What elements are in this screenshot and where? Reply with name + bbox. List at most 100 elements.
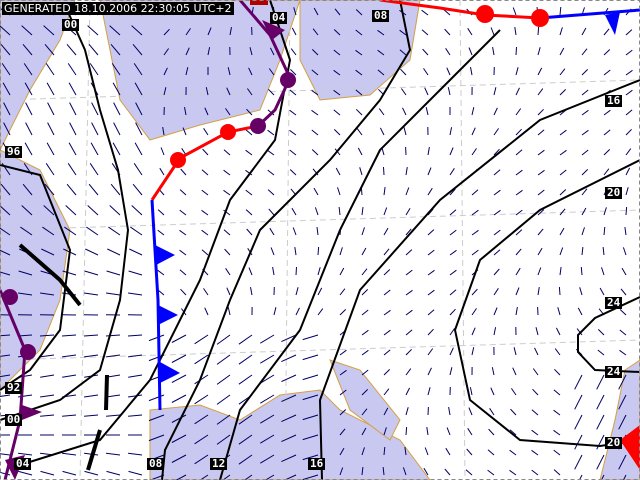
wind-arrow (216, 394, 231, 405)
wind-arrow (444, 468, 451, 476)
wind-arrow (0, 25, 11, 36)
wind-arrow (129, 248, 143, 256)
wind-arrow (201, 189, 209, 196)
wind-arrow (40, 470, 55, 476)
wind-arrow (64, 226, 77, 236)
wind-arrow (135, 122, 143, 136)
wind-arrow (471, 229, 479, 236)
wind-arrow (171, 334, 187, 343)
wind-arrow (216, 354, 231, 365)
wind-arrow (490, 387, 495, 396)
wind-arrow (622, 474, 627, 480)
cold-front (150, 199, 162, 411)
wind-arrow (553, 409, 561, 416)
wind-arrow (289, 89, 297, 96)
wind-arrow (41, 248, 55, 256)
wind-arrow (427, 269, 435, 276)
wind-arrow (421, 29, 429, 36)
wind-arrow (163, 48, 170, 56)
wind-arrow (537, 47, 541, 56)
wind-arrow (443, 9, 451, 16)
isobar-label: 04 (270, 11, 288, 24)
wind-arrow (618, 374, 627, 390)
wind-arrow (44, 43, 55, 56)
wind-arrow (18, 452, 33, 456)
wind-arrow (289, 169, 297, 176)
wind-arrow (246, 88, 253, 96)
wind-arrow (339, 369, 347, 376)
wind-arrow (355, 89, 363, 96)
wind-arrow (488, 428, 495, 436)
wind-arrow (446, 427, 451, 436)
wind-arrow (467, 428, 473, 436)
wind-arrow (88, 43, 99, 56)
wind-arrow (260, 354, 275, 364)
wind-arrow (403, 127, 407, 136)
wind-arrow (383, 309, 391, 316)
wind-arrow (510, 388, 517, 396)
wind-arrow (260, 454, 275, 464)
wind-arrow (175, 474, 187, 480)
wind-arrow (531, 449, 539, 456)
wind-arrow (581, 247, 584, 256)
wind-arrow (148, 434, 165, 442)
isobar (0, 164, 72, 391)
wind-arrow (201, 209, 209, 216)
wind-arrow (513, 347, 517, 356)
wind-arrow (625, 206, 628, 216)
wind-arrow (339, 309, 347, 316)
wind-arrow (131, 205, 143, 216)
wind-arrow (537, 209, 545, 216)
wind-arrow (302, 414, 319, 421)
wind-arrow (40, 354, 55, 358)
wind-arrow (596, 394, 605, 410)
wind-arrow (62, 452, 77, 456)
isobar-label: 24 (605, 296, 623, 309)
wind-arrow (314, 207, 319, 216)
wind-arrow (449, 188, 456, 196)
wind-arrow (171, 414, 187, 423)
wind-arrow (106, 414, 121, 417)
wind-arrow (537, 149, 545, 156)
wind-arrow (531, 409, 539, 416)
wind-arrow (405, 269, 413, 276)
wind-arrow (581, 169, 589, 176)
wind-arrow (625, 187, 629, 196)
wind-arrow (281, 334, 297, 343)
isobar-label: 08 (147, 457, 165, 470)
wind-arrow (316, 227, 319, 236)
isobar (453, 159, 640, 448)
wind-arrow (24, 142, 33, 156)
wind-arrow (383, 407, 389, 416)
wind-arrow (290, 68, 297, 76)
wind-arrow (84, 470, 99, 476)
wind-arrow (223, 209, 231, 216)
wind-arrow (313, 7, 319, 16)
wind-arrow (600, 474, 605, 480)
wind-arrow (581, 129, 589, 136)
wind-arrow (515, 189, 523, 196)
wind-arrow (333, 49, 341, 56)
wind-arrow (493, 327, 497, 336)
wind-arrow (510, 408, 517, 416)
wind-arrow (171, 374, 187, 383)
wind-arrow (581, 27, 587, 36)
wind-arrow (405, 228, 412, 236)
wind-arrow (216, 414, 231, 425)
wind-arrow (18, 292, 33, 296)
wind-arrow (596, 374, 605, 390)
wind-arrow (293, 7, 297, 16)
wind-arrow (338, 206, 341, 216)
wind-arrow (194, 374, 209, 385)
wind-arrow (377, 49, 385, 56)
wind-arrow (245, 169, 253, 176)
wind-arrow (537, 88, 544, 96)
wind-arrow (289, 109, 297, 116)
wind-arrow (0, 334, 11, 337)
wind-arrow (179, 229, 187, 236)
isobar-label: 20 (605, 436, 623, 449)
wind-arrow (333, 129, 341, 136)
wind-arrow (622, 247, 627, 256)
wind-arrow (131, 25, 143, 36)
